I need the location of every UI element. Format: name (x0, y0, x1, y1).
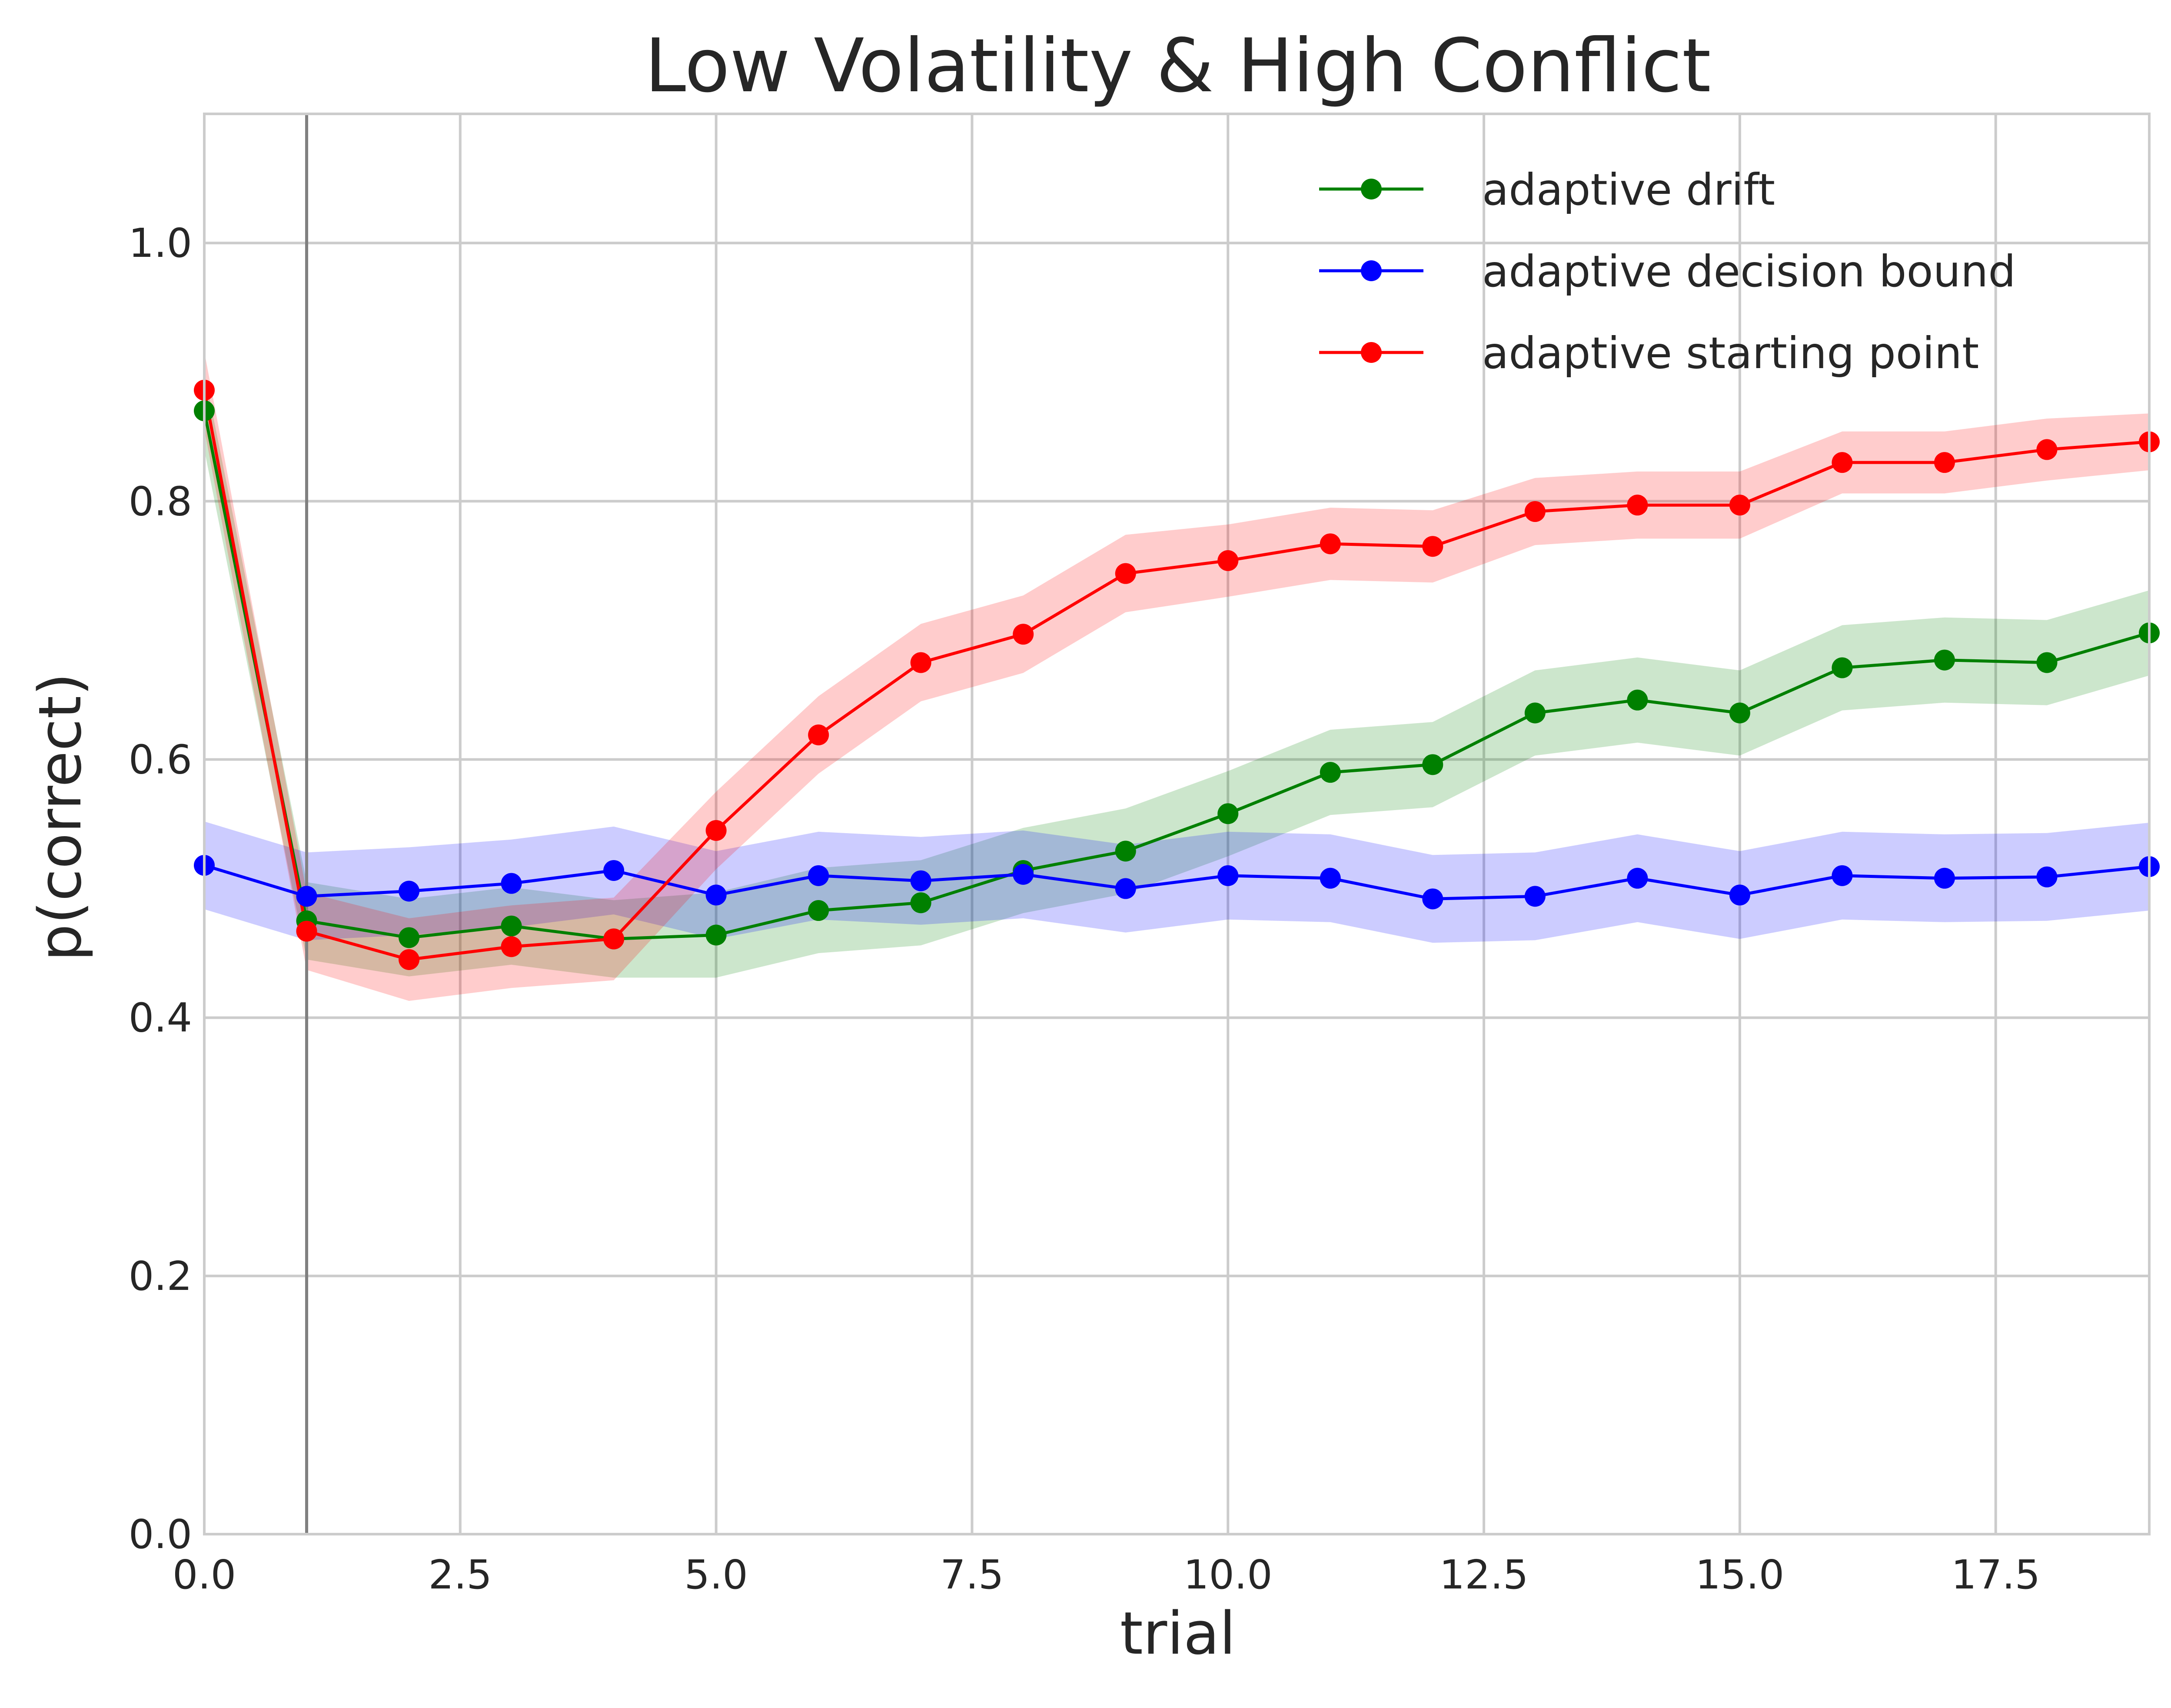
point-series-1-18 (2036, 866, 2058, 887)
point-series-2-1 (296, 920, 317, 942)
point-series-1-9 (1115, 878, 1136, 899)
point-series-0-18 (2036, 652, 2058, 673)
point-series-0-9 (1115, 841, 1136, 862)
point-series-1-15 (1729, 884, 1750, 906)
point-series-0-3 (501, 915, 522, 937)
y-tick-labels: 0.0 0.2 0.4 0.6 0.8 1.0 (129, 220, 192, 1558)
point-series-2-18 (2036, 439, 2058, 460)
x-tick-labels: 0.0 2.5 5.0 7.5 10.0 12.5 15.0 17.5 (173, 1552, 2040, 1598)
point-series-2-14 (1627, 495, 1648, 516)
legend-entry-1: adaptive decision bound (1319, 246, 2016, 297)
point-series-2-11 (1320, 533, 1341, 555)
point-series-0-7 (910, 892, 931, 914)
line-series-2 (203, 390, 2150, 961)
legend-marker-1 (1361, 260, 1382, 281)
point-series-1-14 (1627, 867, 1648, 889)
y-tick-label-5: 1.0 (129, 220, 192, 266)
x-tick-label-5: 12.5 (1440, 1552, 1529, 1598)
series-lines (203, 390, 2150, 961)
point-series-2-4 (603, 928, 625, 950)
point-series-1-8 (1013, 864, 1034, 885)
x-tick-label-7: 17.5 (1951, 1552, 2040, 1598)
point-series-0-2 (399, 927, 420, 948)
point-series-2-12 (1422, 536, 1443, 557)
point-series-1-2 (399, 881, 420, 902)
legend-label-0: adaptive drift (1482, 164, 1775, 215)
point-series-2-3 (501, 936, 522, 957)
chart-title: Low Volatility & High Conflict (645, 23, 1711, 109)
point-series-1-6 (808, 865, 829, 886)
point-series-1-4 (603, 860, 625, 881)
point-series-1-3 (501, 873, 522, 894)
y-tick-label-4: 0.8 (129, 478, 192, 525)
point-series-0-10 (1217, 803, 1239, 824)
point-series-0-6 (808, 900, 829, 921)
point-series-0-13 (1524, 702, 1546, 724)
point-series-1-1 (296, 886, 317, 907)
point-series-1-10 (1217, 865, 1239, 886)
legend: adaptive drift adaptive decision bound ada… (1319, 164, 2016, 379)
x-tick-label-4: 10.0 (1184, 1552, 1273, 1598)
point-series-2-15 (1729, 495, 1750, 516)
legend-entry-2: adaptive starting point (1319, 328, 1979, 379)
point-series-1-7 (910, 870, 931, 891)
line-series-1 (203, 864, 2150, 901)
y-tick-label-1: 0.2 (129, 1253, 192, 1299)
point-series-2-7 (910, 652, 931, 673)
point-series-1-5 (705, 884, 727, 906)
x-tick-label-0: 0.0 (173, 1552, 236, 1598)
point-series-1-11 (1320, 867, 1341, 889)
line-series-0 (203, 410, 2150, 940)
y-tick-label-0: 0.0 (129, 1511, 192, 1558)
point-series-1-17 (1934, 867, 1955, 889)
y-tick-label-3: 0.6 (129, 736, 192, 783)
point-series-2-9 (1115, 563, 1136, 584)
band-series-2 (204, 351, 2149, 1001)
point-series-1-12 (1422, 888, 1443, 910)
legend-marker-2 (1361, 342, 1382, 363)
band-series-0 (204, 372, 2149, 978)
x-tick-label-6: 15.0 (1695, 1552, 1784, 1598)
point-series-2-13 (1524, 501, 1546, 522)
point-series-2-8 (1013, 624, 1034, 645)
point-series-1-13 (1524, 886, 1546, 907)
y-axis-label: p(correct) (26, 673, 94, 961)
point-series-2-6 (808, 724, 829, 746)
legend-entry-0: adaptive drift (1319, 164, 1775, 215)
point-series-1-16 (1832, 865, 1853, 886)
point-series-2-2 (399, 949, 420, 970)
point-series-0-14 (1627, 689, 1648, 711)
point-series-2-10 (1217, 550, 1239, 571)
point-series-0-16 (1832, 657, 1853, 678)
point-series-0-15 (1729, 702, 1750, 724)
legend-marker-0 (1361, 179, 1382, 199)
series-points (194, 379, 2160, 970)
legend-label-1: adaptive decision bound (1482, 246, 2016, 297)
point-series-0-11 (1320, 762, 1341, 783)
x-axis-label: trial (1120, 1599, 1236, 1668)
legend-label-2: adaptive starting point (1482, 328, 1979, 379)
point-series-0-5 (705, 924, 727, 946)
x-tick-label-3: 7.5 (940, 1552, 1004, 1598)
point-series-2-17 (1934, 452, 1955, 473)
point-series-0-17 (1934, 649, 1955, 671)
plot-frame (203, 113, 2151, 1535)
point-series-0-12 (1422, 754, 1443, 775)
y-tick-label-2: 0.4 (129, 995, 192, 1041)
x-tick-label-1: 2.5 (429, 1552, 492, 1598)
point-series-2-16 (1832, 452, 1853, 473)
x-tick-label-2: 5.0 (684, 1552, 748, 1598)
point-series-2-5 (705, 820, 727, 841)
